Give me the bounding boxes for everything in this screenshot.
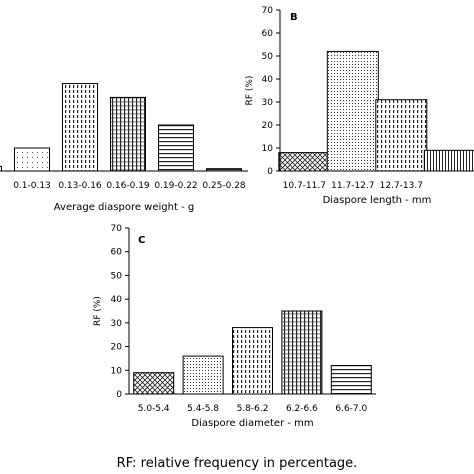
panel-label: C bbox=[138, 235, 145, 246]
y-tick-label: 20 bbox=[111, 343, 123, 353]
chart-panel-c: 5.0-5.4 5.4-5.8 5.8-6.2 6.2-6.6 6.6-7.0 Diasp… bbox=[93, 224, 376, 429]
y-tick-label: 60 bbox=[111, 248, 123, 258]
bar-b-3 bbox=[375, 99, 428, 172]
y-tick-label: 0 bbox=[116, 390, 122, 400]
y-tick-label: 10 bbox=[262, 144, 274, 154]
x-tick-label: 10.7-11.7 bbox=[283, 181, 326, 191]
x-axis-title: Average diaspore weight - g bbox=[54, 202, 194, 213]
bar-c-4 bbox=[281, 310, 323, 395]
bar-c-5 bbox=[330, 365, 372, 395]
bar-a-1 bbox=[0, 165, 2, 172]
y-tick-label: 40 bbox=[262, 75, 274, 85]
panel-label: B bbox=[290, 12, 298, 23]
x-tick-label: 0.13-0.16 bbox=[58, 181, 102, 191]
y-axis-title: RF (%) bbox=[93, 296, 103, 326]
y-tick-label: 60 bbox=[262, 29, 274, 39]
x-tick-label: 6.6-7.0 bbox=[335, 404, 367, 414]
chart-panel-a: -0.10.1-0.130.13-0.160.16-0.190.19-0.220… bbox=[0, 83, 248, 213]
x-axis-title: Diaspore length - mm bbox=[323, 195, 432, 206]
bar-b-4 bbox=[423, 149, 474, 172]
x-tick-label: 0.16-0.19 bbox=[106, 181, 150, 191]
bar-b-1 bbox=[278, 152, 331, 172]
y-tick-label: 70 bbox=[262, 6, 274, 16]
bar-a-5 bbox=[158, 124, 194, 172]
y-tick-label: 20 bbox=[262, 121, 274, 131]
x-tick-label: 6.2-6.6 bbox=[286, 404, 318, 414]
x-tick-label: 0.1-0.13 bbox=[13, 181, 51, 191]
y-tick-label: 30 bbox=[262, 98, 274, 108]
y-tick-label: 50 bbox=[262, 52, 274, 62]
x-tick-label: 0.25-0.28 bbox=[202, 181, 246, 191]
bar-a-2 bbox=[14, 147, 50, 172]
y-tick-label: 40 bbox=[111, 295, 123, 305]
bar-a-4 bbox=[110, 96, 146, 172]
bar-c-1 bbox=[133, 372, 175, 395]
bar-c-2 bbox=[182, 355, 224, 395]
x-tick-label: 5.4-5.8 bbox=[187, 404, 219, 414]
y-tick-label: 70 bbox=[111, 224, 123, 234]
bar-a-3 bbox=[62, 83, 98, 172]
chart-panel-b: 10.7-11.7 11.7-12.7 12.7-13.7 Diaspore leng… bbox=[245, 6, 474, 206]
bar-b-2 bbox=[326, 50, 379, 172]
x-tick-label: 5.8-6.2 bbox=[237, 404, 269, 414]
y-axis-title: RF (%) bbox=[245, 76, 255, 106]
y-tick-label: 50 bbox=[111, 271, 123, 281]
y-tick-label: 10 bbox=[111, 366, 123, 376]
figure-caption: RF: relative frequency in percentage. bbox=[117, 456, 358, 471]
bar-c-3 bbox=[232, 327, 273, 395]
x-tick-label: 11.7-12.7 bbox=[331, 181, 374, 191]
x-tick-label: 12.7-13.7 bbox=[380, 181, 423, 191]
y-tick-label: 30 bbox=[111, 319, 123, 329]
y-tick-label: 0 bbox=[267, 167, 273, 177]
x-axis-title: Diaspore diameter - mm bbox=[191, 418, 313, 429]
x-tick-label: 0.19-0.22 bbox=[154, 181, 197, 191]
x-tick-label: 5.0-5.4 bbox=[138, 404, 170, 414]
